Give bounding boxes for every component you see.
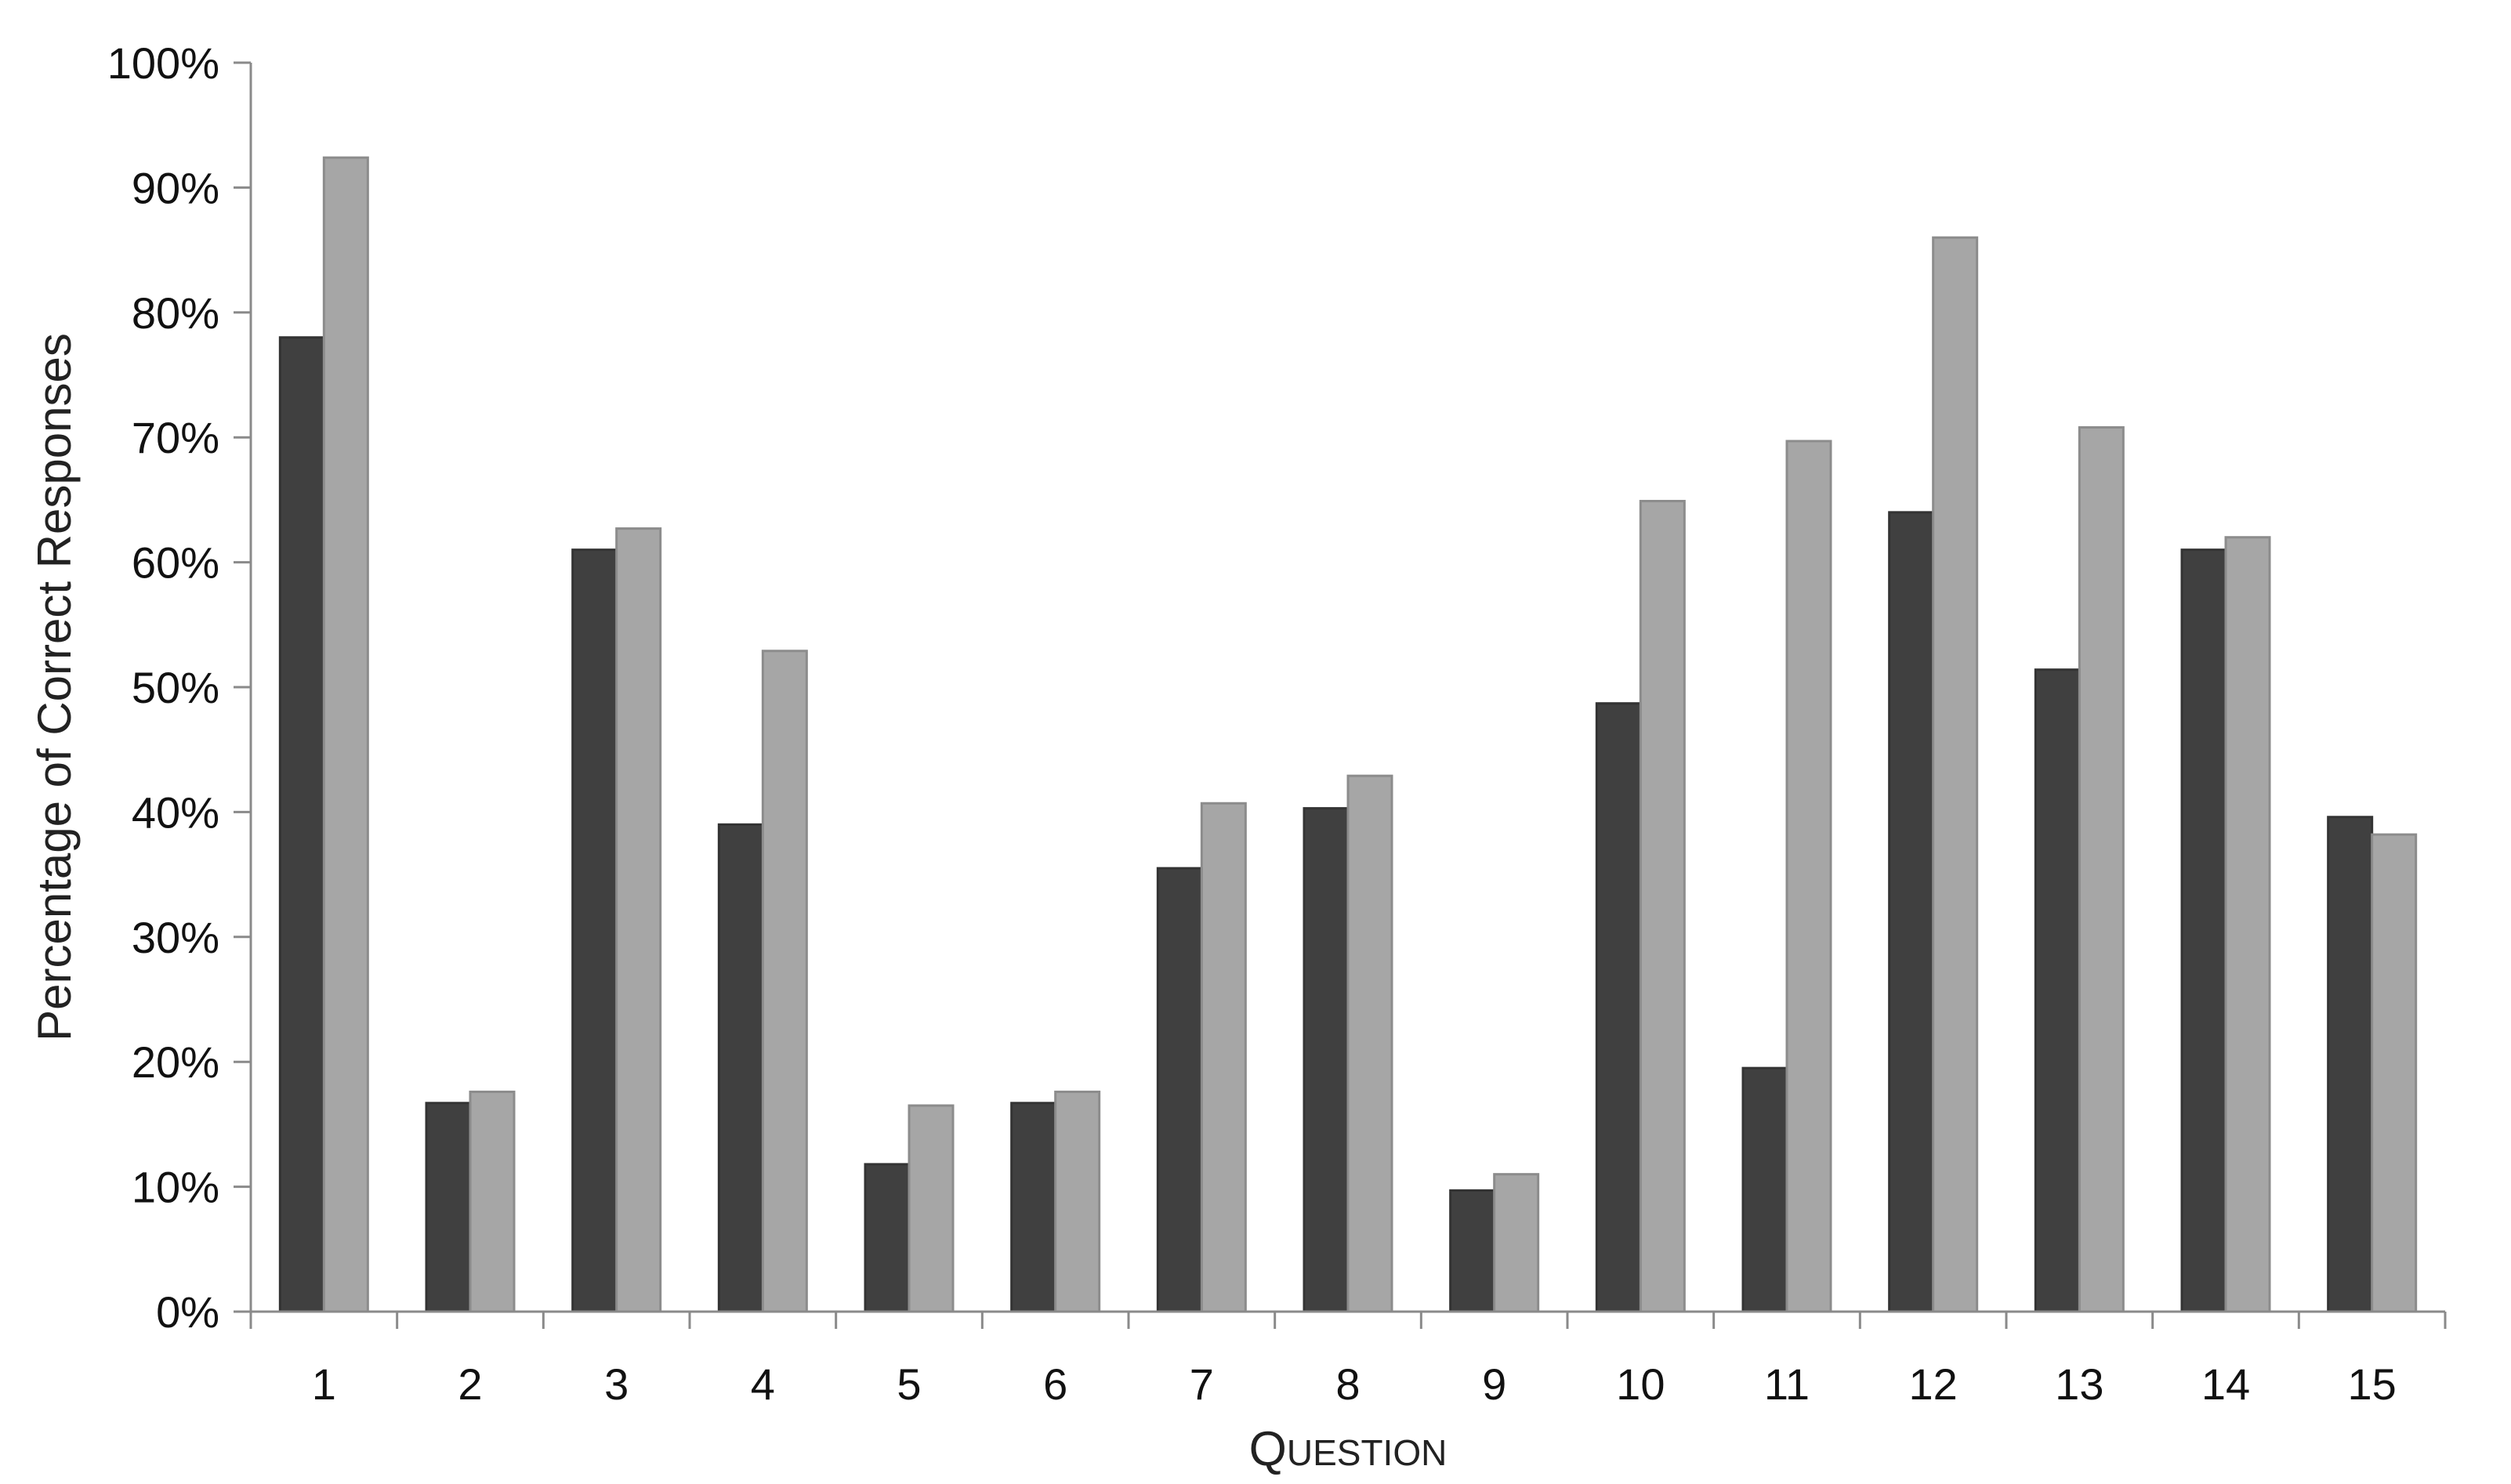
bar	[717, 823, 764, 1313]
bar	[2180, 548, 2227, 1313]
bar	[425, 1102, 472, 1313]
x-tick-label: 3	[604, 1359, 629, 1409]
y-tick-label: 50%	[132, 663, 219, 712]
x-tick-label: 2	[458, 1359, 482, 1409]
bar	[1054, 1090, 1101, 1313]
x-tick-label: 4	[751, 1359, 775, 1409]
y-tick-label: 30%	[132, 913, 219, 962]
x-tick-label: 10	[1616, 1359, 1665, 1409]
x-tick-label: 6	[1043, 1359, 1067, 1409]
x-axis-title: QUESTION	[1249, 1422, 1448, 1476]
y-tick-label: 80%	[132, 288, 219, 338]
x-tick-label: 7	[1190, 1359, 1214, 1409]
bar	[2078, 425, 2125, 1313]
bar	[1595, 702, 1642, 1313]
y-tick-label: 40%	[132, 787, 219, 837]
bar	[1639, 499, 1686, 1313]
x-tick-label: 14	[2201, 1359, 2250, 1409]
bar	[1010, 1102, 1057, 1313]
x-tick-label: 12	[1909, 1359, 1958, 1409]
x-ticks-group: 1 2 3 4 5 6 7 8 9 10 11 12 13 14 15	[249, 1312, 2447, 1409]
bar	[571, 548, 618, 1313]
bar	[278, 336, 325, 1313]
bar	[2371, 833, 2418, 1313]
y-tick-label: 0%	[156, 1287, 219, 1337]
bar	[908, 1104, 955, 1313]
bar	[1888, 511, 1935, 1313]
y-ticks-group: 0% 10% 20% 30% 40% 50% 60% 70% 80% 90% 100%	[107, 38, 251, 1337]
y-tick-label: 20%	[132, 1037, 219, 1087]
x-tick-label: 13	[2055, 1359, 2103, 1409]
y-tick-label: 70%	[132, 413, 219, 462]
bars-group	[278, 156, 2418, 1313]
bar	[1346, 774, 1393, 1313]
bar	[322, 156, 369, 1313]
bar	[1493, 1173, 1540, 1313]
x-tick-label: 8	[1335, 1359, 1360, 1409]
bar	[1741, 1066, 1788, 1313]
y-tick-label: 60%	[132, 538, 219, 588]
x-tick-label: 5	[897, 1359, 921, 1409]
bar	[2327, 816, 2374, 1313]
bar	[1200, 802, 1247, 1313]
y-axis-title: Percentage of Correct Responses	[28, 333, 81, 1041]
y-tick-label: 10%	[132, 1163, 219, 1212]
bar	[2224, 536, 2271, 1313]
y-tick-label: 90%	[132, 163, 219, 212]
bar	[1932, 236, 1979, 1313]
bar	[1156, 867, 1203, 1313]
bar	[469, 1090, 516, 1313]
x-tick-label: 9	[1482, 1359, 1506, 1409]
bar	[1785, 440, 1832, 1313]
x-tick-label: 11	[1764, 1359, 1810, 1409]
bar	[615, 527, 662, 1313]
x-tick-label: 15	[2348, 1359, 2397, 1409]
y-tick-label: 100%	[107, 38, 219, 88]
bar	[1449, 1189, 1496, 1313]
bar	[1303, 807, 1350, 1313]
bar	[2034, 668, 2081, 1313]
x-tick-label: 1	[312, 1359, 336, 1409]
bar	[761, 650, 808, 1313]
bar	[864, 1163, 911, 1313]
